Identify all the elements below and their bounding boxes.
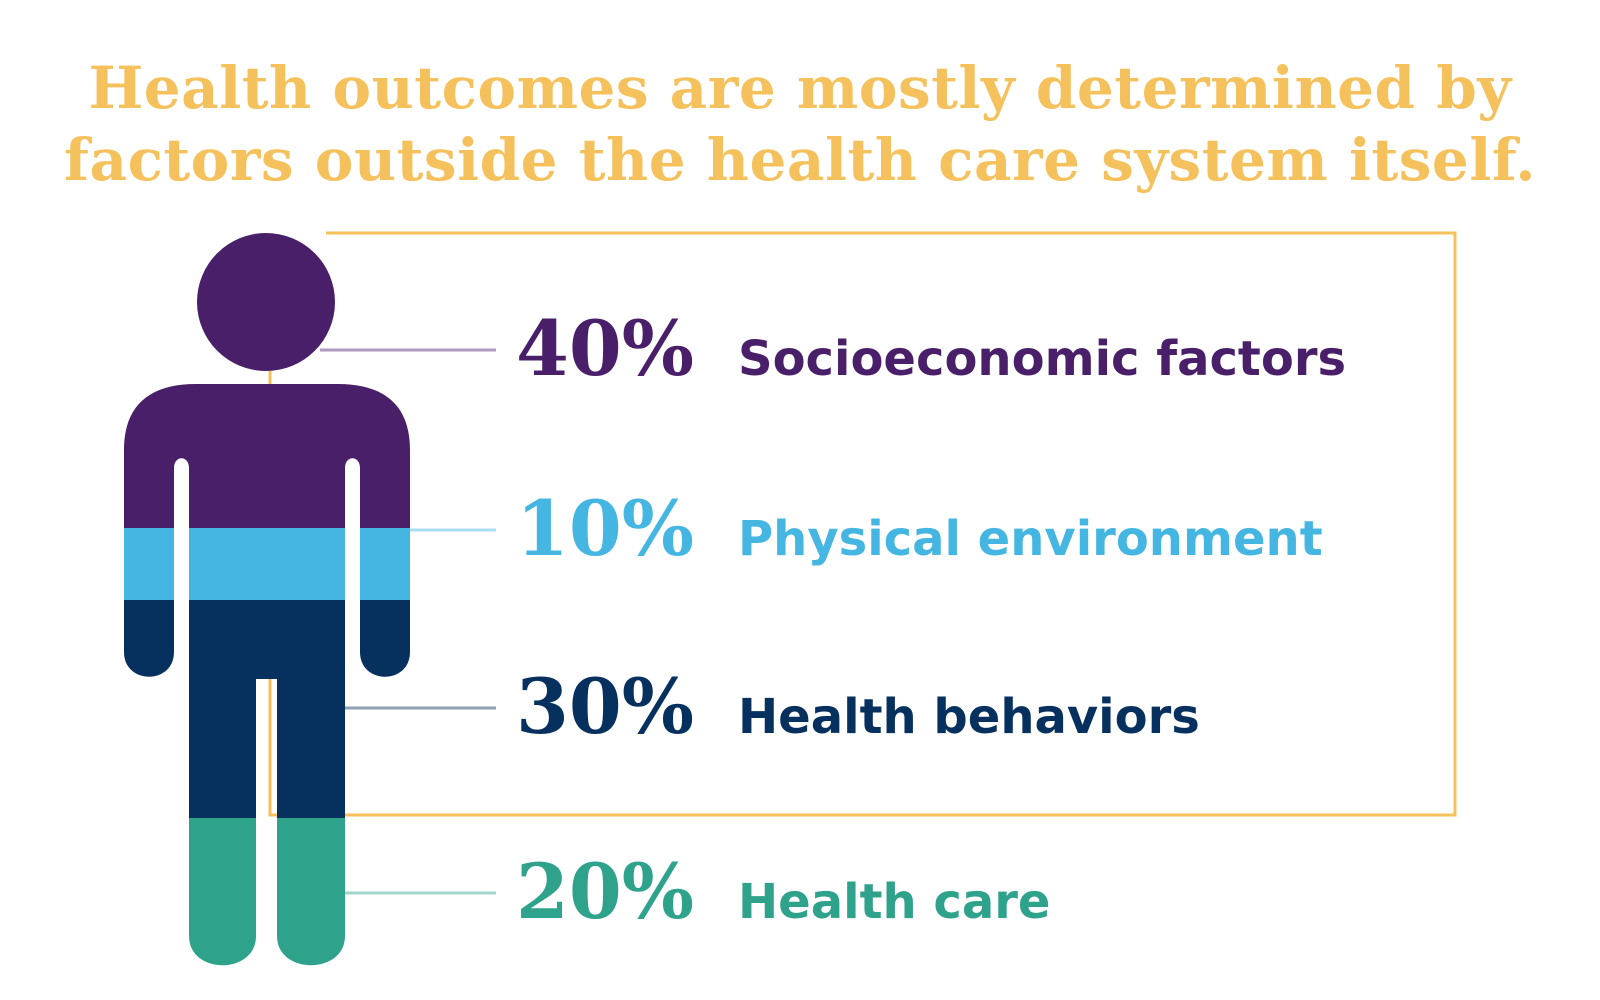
category-label-socioeconomic: Socioeconomic factors	[738, 331, 1346, 387]
category-label-health-care: Health care	[738, 874, 1050, 930]
category-label-physical-environment: Physical environment	[738, 511, 1323, 567]
title-line-2: factors outside the health care system i…	[64, 126, 1536, 194]
person-figure	[124, 233, 410, 966]
value-label-physical-environment: 10%	[516, 484, 694, 573]
chart-title: Health outcomes are mostly determined by…	[0, 52, 1600, 196]
category-label-health-behaviors: Health behaviors	[738, 689, 1200, 745]
legend-rows: 40% Socioeconomic factors 10% Physical envi…	[320, 304, 1346, 936]
value-label-health-behaviors: 30%	[516, 662, 694, 751]
title-line-1: Health outcomes are mostly determined by	[88, 54, 1512, 122]
value-label-socioeconomic: 40%	[516, 304, 694, 393]
band-health-care	[124, 818, 410, 966]
band-physical-environment	[124, 528, 410, 600]
value-label-health-care: 20%	[516, 847, 694, 936]
